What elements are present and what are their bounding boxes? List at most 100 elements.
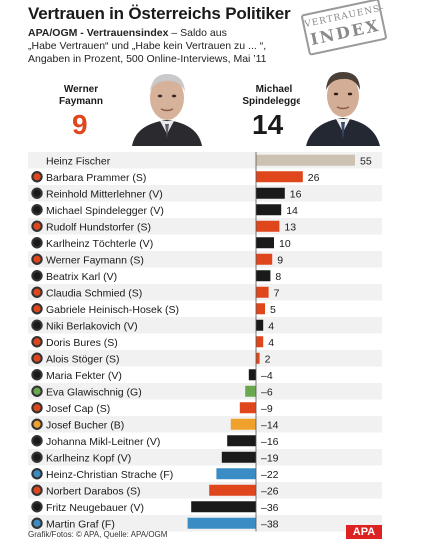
party-marker bbox=[33, 387, 41, 395]
subtitle-line-2: „Habe Vertrauen“ und „Habe kein Vertraue… bbox=[28, 40, 267, 52]
category-label: Norbert Darabos (S) bbox=[46, 485, 141, 497]
bar bbox=[256, 220, 280, 232]
row-band bbox=[28, 350, 382, 367]
apa-logo: APA bbox=[346, 525, 382, 539]
category-label: Rudolf Hundstorfer (S) bbox=[46, 221, 151, 233]
row-band bbox=[28, 218, 382, 235]
value-label: –14 bbox=[261, 419, 279, 431]
bar bbox=[187, 517, 256, 529]
bar bbox=[216, 468, 256, 480]
value-label: –26 bbox=[261, 485, 279, 497]
value-label: 5 bbox=[270, 304, 276, 316]
portrait-2-photo bbox=[300, 64, 386, 146]
value-label: 4 bbox=[268, 337, 274, 349]
value-label: –4 bbox=[261, 370, 273, 382]
value-label: 2 bbox=[265, 353, 271, 365]
portrait-2-first: Michael bbox=[255, 84, 293, 95]
row-band bbox=[28, 449, 382, 466]
bar bbox=[191, 501, 256, 513]
portrait-2-score: 14 bbox=[252, 109, 284, 140]
party-marker bbox=[33, 189, 41, 197]
value-label: –38 bbox=[261, 518, 279, 530]
value-label: –9 bbox=[261, 403, 273, 415]
party-marker bbox=[33, 173, 41, 181]
bar bbox=[256, 303, 265, 315]
portrait-2-name: Michael Spindelegger bbox=[234, 84, 314, 108]
category-label: Martin Graf (F) bbox=[46, 518, 115, 530]
value-label: 55 bbox=[360, 155, 372, 167]
subtitle-bold: APA/OGM - Vertrauensindex bbox=[28, 27, 169, 39]
party-marker bbox=[33, 338, 41, 346]
party-marker bbox=[33, 321, 41, 329]
bar bbox=[256, 336, 264, 348]
bar bbox=[256, 286, 269, 298]
party-marker bbox=[33, 486, 41, 494]
category-label: Alois Stöger (S) bbox=[46, 353, 120, 365]
value-label: 10 bbox=[279, 238, 291, 250]
bar bbox=[209, 484, 256, 496]
party-marker bbox=[33, 305, 41, 313]
party-marker bbox=[33, 404, 41, 412]
portrait-1-score: 9 bbox=[72, 109, 88, 140]
party-marker bbox=[33, 420, 41, 428]
party-marker bbox=[33, 453, 41, 461]
bar bbox=[256, 204, 282, 216]
bar bbox=[256, 253, 273, 265]
category-label: Eva Glawischnig (G) bbox=[46, 386, 142, 398]
category-label: Michael Spindelegger (V) bbox=[46, 205, 164, 217]
bar bbox=[245, 385, 256, 397]
value-label: 14 bbox=[286, 205, 298, 217]
value-label: –16 bbox=[261, 436, 279, 448]
party-marker bbox=[33, 503, 41, 511]
chart-title: Vertrauen in Österreichs Politiker bbox=[28, 4, 291, 23]
row-band bbox=[28, 416, 382, 433]
value-label: 4 bbox=[268, 320, 274, 332]
bar bbox=[256, 187, 285, 199]
row-band bbox=[28, 284, 382, 301]
category-label: Johanna Mikl-Leitner (V) bbox=[46, 436, 160, 448]
value-label: –6 bbox=[261, 386, 273, 398]
category-label: Josef Cap (S) bbox=[46, 403, 110, 415]
bar bbox=[221, 451, 256, 463]
value-label: 8 bbox=[275, 271, 281, 283]
bar bbox=[256, 319, 264, 331]
row-band bbox=[28, 317, 382, 334]
value-label: 9 bbox=[277, 254, 283, 266]
bar bbox=[239, 402, 256, 414]
category-label: Beatrix Karl (V) bbox=[46, 271, 117, 283]
bar bbox=[248, 369, 256, 381]
party-marker bbox=[33, 255, 41, 263]
party-marker bbox=[33, 519, 41, 527]
category-label: Maria Fekter (V) bbox=[46, 370, 122, 382]
portrait-header: Werner Faymann 9 Michael Spindelegger 14 bbox=[28, 64, 386, 146]
value-label: 26 bbox=[308, 172, 320, 184]
bar bbox=[256, 352, 260, 364]
category-label: Werner Faymann (S) bbox=[46, 254, 144, 266]
party-marker bbox=[33, 470, 41, 478]
row-band bbox=[28, 185, 382, 202]
row-band bbox=[28, 251, 382, 268]
portrait-1-photo bbox=[124, 64, 210, 146]
party-marker bbox=[33, 206, 41, 214]
party-marker bbox=[33, 371, 41, 379]
party-marker bbox=[33, 288, 41, 296]
category-label: Heinz Fischer bbox=[46, 155, 111, 167]
party-marker bbox=[33, 354, 41, 362]
bar bbox=[256, 171, 303, 183]
portrait-1-last: Faymann bbox=[59, 96, 103, 107]
category-label: Doris Bures (S) bbox=[46, 337, 118, 349]
subtitle-line-1: – Saldo aus bbox=[168, 27, 227, 39]
footer-credit: Grafik/Fotos: © APA, Quelle: APA/OGM bbox=[28, 530, 168, 539]
party-marker bbox=[33, 272, 41, 280]
party-marker bbox=[33, 239, 41, 247]
row-band bbox=[28, 383, 382, 400]
bar bbox=[256, 154, 355, 166]
category-label: Gabriele Heinisch-Hosek (S) bbox=[46, 304, 179, 316]
row-band bbox=[28, 482, 382, 499]
category-label: Heinz-Christian Strache (F) bbox=[46, 469, 173, 481]
chart-subtitle: APA/OGM - Vertrauensindex – Saldo aus „H… bbox=[28, 27, 328, 66]
category-label: Fritz Neugebauer (V) bbox=[46, 502, 144, 514]
bar bbox=[230, 418, 256, 430]
value-label: 7 bbox=[274, 287, 280, 299]
